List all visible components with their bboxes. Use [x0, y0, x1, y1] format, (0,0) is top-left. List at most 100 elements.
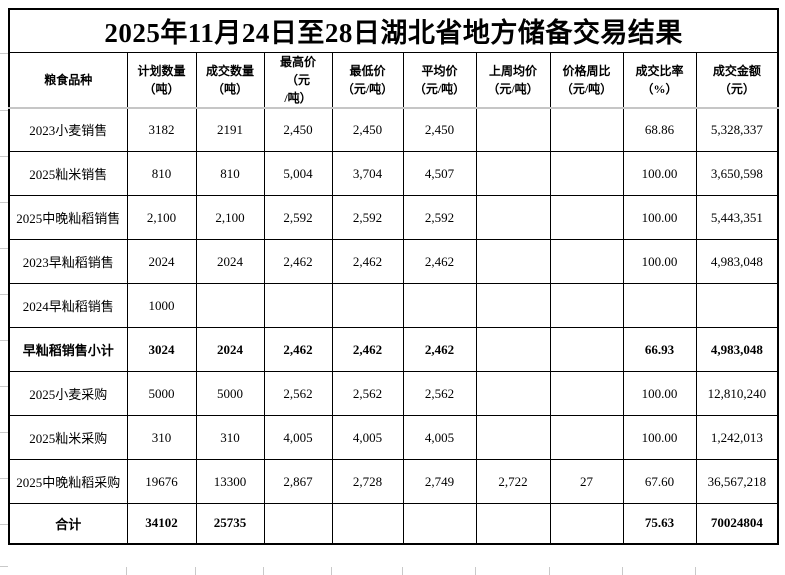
- header-line: （吨）: [143, 81, 180, 96]
- table-row: 2025籼米采购 310 310 4,005 4,005 4,005 100.00 1,242…: [8, 415, 779, 460]
- value-cell: [263, 503, 333, 544]
- header-cell-planned-qty: 计划数量 （吨）: [126, 51, 197, 109]
- value-cell: [475, 107, 551, 152]
- value-cell: 2,462: [263, 327, 333, 372]
- value-cell: 2,592: [263, 195, 333, 240]
- header-cell-variety: 粮食品种: [8, 51, 128, 109]
- value-cell: 4,983,048: [695, 239, 779, 284]
- value-cell: 4,005: [263, 415, 333, 460]
- header-cell-lastweek-avg: 上周均价 （元/吨）: [475, 51, 551, 109]
- header-line: 成交数量: [205, 63, 254, 78]
- value-cell: 5,328,337: [695, 107, 779, 152]
- value-cell: 5,443,351: [695, 195, 779, 240]
- gridline-stub: [622, 567, 623, 575]
- gridline-stub: [0, 566, 8, 567]
- table-row: 2023早籼稻销售 2024 2024 2,462 2,462 2,462 100.00 4,…: [8, 239, 779, 284]
- value-cell: 25735: [195, 503, 265, 544]
- value-cell: 27: [549, 459, 624, 504]
- value-cell: [475, 151, 551, 196]
- page-title: 2025年11月24日至28日湖北省地方储备交易结果: [8, 8, 779, 53]
- value-cell: 2,728: [331, 459, 404, 504]
- row-label-cell: 合计: [8, 503, 128, 544]
- table-body: 2023小麦销售 3182 2191 2,450 2,450 2,450 68.86 5,32…: [8, 107, 779, 544]
- value-cell: [549, 151, 624, 196]
- value-cell: [549, 107, 624, 152]
- value-cell: 19676: [126, 459, 197, 504]
- gridline-stub: [0, 386, 8, 387]
- value-cell: 2,562: [263, 371, 333, 416]
- value-cell: 2,462: [263, 239, 333, 284]
- table-row: 2024早籼稻销售 1000: [8, 283, 779, 328]
- value-cell: [549, 371, 624, 416]
- gridline-stub: [0, 524, 8, 525]
- value-cell: [549, 503, 624, 544]
- gridline-stub: [0, 248, 8, 249]
- value-cell: 2,462: [331, 327, 404, 372]
- value-cell: 4,005: [331, 415, 404, 460]
- value-cell: 100.00: [622, 151, 697, 196]
- value-cell: [475, 415, 551, 460]
- value-cell: [195, 283, 265, 328]
- table-row: 早籼稻销售小计 3024 2024 2,462 2,462 2,462 66.93 4,983…: [8, 327, 779, 372]
- value-cell: 2,749: [402, 459, 477, 504]
- value-cell: [549, 327, 624, 372]
- table-row: 2025中晚籼稻销售 2,100 2,100 2,592 2,592 2,592 100.0…: [8, 195, 779, 240]
- gridline-stub: [0, 156, 8, 157]
- value-cell: 67.60: [622, 459, 697, 504]
- row-label-cell: 2025籼米采购: [8, 415, 128, 460]
- value-cell: 2,562: [331, 371, 404, 416]
- table-row: 2025小麦采购 5000 5000 2,562 2,562 2,562 100.00 12,…: [8, 371, 779, 416]
- value-cell: [263, 283, 333, 328]
- value-cell: [402, 283, 477, 328]
- row-label-cell: 2023小麦销售: [8, 107, 128, 152]
- header-line: 平均价: [421, 63, 458, 78]
- value-cell: [549, 239, 624, 284]
- header-cell-max-price: 最高价 （元/吨）: [263, 51, 333, 109]
- value-cell: 3,704: [331, 151, 404, 196]
- header-cell-avg-price: 平均价 （元/吨）: [402, 51, 477, 109]
- row-label-cell: 2025中晚籼稻采购: [8, 459, 128, 504]
- value-cell: 2191: [195, 107, 265, 152]
- value-cell: 3182: [126, 107, 197, 152]
- value-cell: 2,462: [402, 327, 477, 372]
- value-cell: [475, 327, 551, 372]
- value-cell: 100.00: [622, 415, 697, 460]
- value-cell: 100.00: [622, 371, 697, 416]
- value-cell: 2,592: [402, 195, 477, 240]
- value-cell: [549, 195, 624, 240]
- gridline-stub: [0, 340, 8, 341]
- results-table: 2025年11月24日至28日湖北省地方储备交易结果 粮食品种 计划数量 （吨） 成交…: [8, 8, 780, 545]
- gridline-stub: [0, 110, 8, 111]
- value-cell: [402, 503, 477, 544]
- value-cell: 2,462: [331, 239, 404, 284]
- header-line: 粮食品种: [44, 72, 93, 87]
- header-cell-min-price: 最低价 （元/吨）: [331, 51, 404, 109]
- header-line: （%）: [641, 81, 678, 96]
- value-cell: 2,462: [402, 239, 477, 284]
- header-line: 上周均价: [488, 63, 537, 78]
- value-cell: 2,450: [331, 107, 404, 152]
- gridline-stub: [126, 567, 127, 575]
- row-label-cell: 早籼稻销售小计: [8, 327, 128, 372]
- value-cell: [475, 239, 551, 284]
- value-cell: 100.00: [622, 195, 697, 240]
- value-cell: [475, 503, 551, 544]
- value-cell: 2,100: [126, 195, 197, 240]
- value-cell: 34102: [126, 503, 197, 544]
- gridline-stub: [0, 432, 8, 433]
- value-cell: [622, 283, 697, 328]
- value-cell: 5000: [126, 371, 197, 416]
- value-cell: 2,450: [402, 107, 477, 152]
- value-cell: 2024: [195, 327, 265, 372]
- header-line: 最低价: [349, 63, 386, 78]
- gridline-stub: [0, 202, 8, 203]
- value-cell: [695, 283, 779, 328]
- value-cell: 2,450: [263, 107, 333, 152]
- header-line: （元: [285, 72, 310, 87]
- title-row: 2025年11月24日至28日湖北省地方储备交易结果: [8, 8, 779, 53]
- value-cell: 2024: [126, 239, 197, 284]
- header-cell-price-wow: 价格周比 （元/吨）: [549, 51, 624, 109]
- header-cell-deal-amount: 成交金额 （元）: [695, 51, 779, 109]
- value-cell: 100.00: [622, 239, 697, 284]
- header-line: /吨）: [284, 90, 312, 105]
